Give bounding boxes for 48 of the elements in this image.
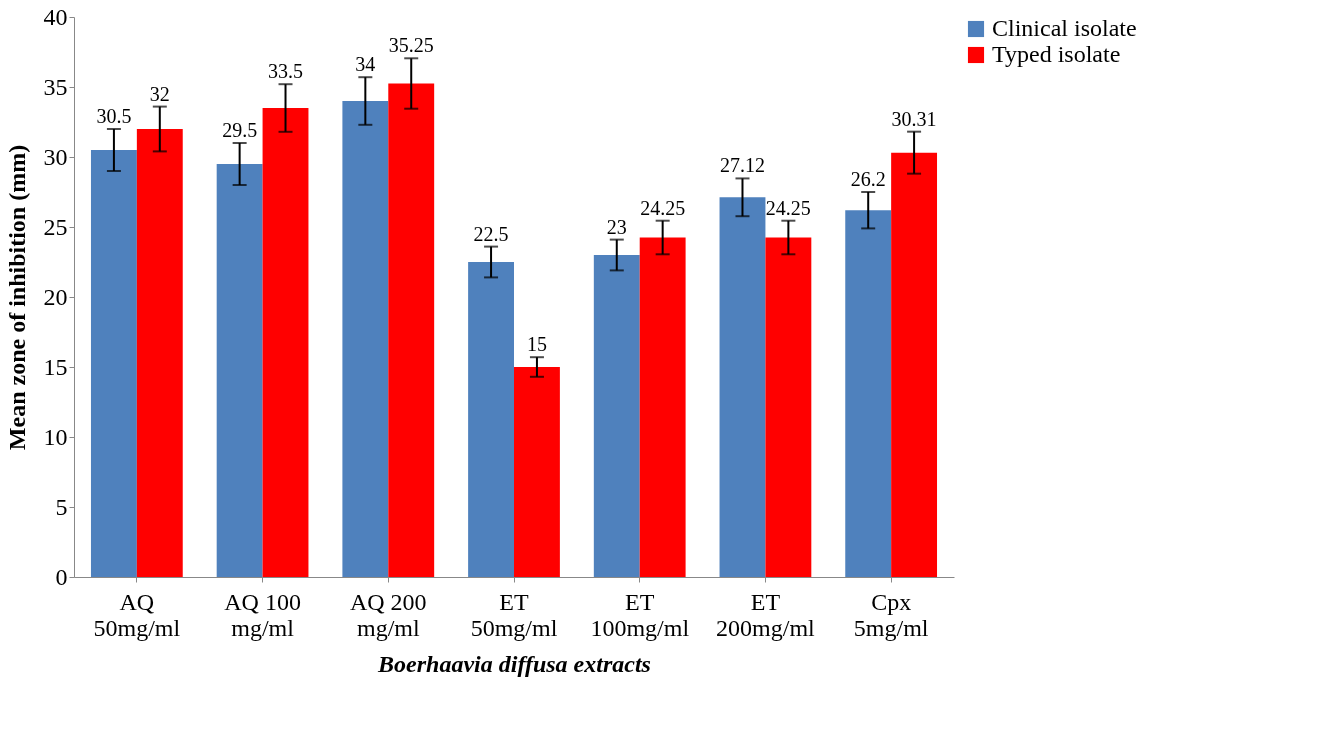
y-tick-label: 30: [43, 143, 68, 170]
data-label: 34: [355, 53, 376, 76]
data-label: 23: [606, 215, 627, 238]
data-label: 35.25: [388, 34, 434, 57]
bar: [388, 83, 435, 577]
x-tick-label: AQ 100 mg/ml: [224, 588, 301, 641]
x-tick-label: Cpx 5mg/ml: [853, 588, 929, 641]
x-tick-label: ET 200mg/ml: [716, 588, 816, 641]
bar: [136, 129, 183, 577]
bar: [216, 164, 263, 577]
data-label: 22.5: [473, 222, 509, 245]
legend-label: Clinical isolate: [992, 15, 1137, 41]
data-label: 24.25: [765, 196, 811, 219]
bar: [765, 237, 812, 577]
bar: [639, 237, 686, 577]
bar: [342, 101, 389, 577]
bar: [514, 367, 560, 577]
bar: [262, 108, 309, 577]
y-tick-label: 25: [43, 213, 68, 240]
x-axis-title: Boerhaavia diffusa extracts: [377, 650, 651, 677]
y-tick-label: 0: [55, 563, 68, 590]
data-label: 30.31: [891, 107, 937, 130]
y-tick-label: 20: [43, 283, 68, 310]
x-tick-label: AQ 200 mg/ml: [349, 588, 427, 641]
data-label: 15: [526, 333, 547, 356]
data-label: 24.25: [640, 196, 686, 219]
y-tick-label: 10: [43, 423, 68, 450]
data-label: 30.5: [96, 105, 132, 127]
bar: [891, 152, 938, 577]
y-tick-label: 35: [43, 73, 68, 100]
bar: [719, 197, 766, 577]
y-tick-label: 5: [55, 493, 68, 520]
y-tick-label: 15: [43, 353, 68, 380]
x-tick-label: ET 50mg/ml: [470, 588, 558, 641]
data-label: 26.2: [850, 168, 886, 190]
data-label: 32: [149, 82, 170, 105]
data-label: 27.12: [719, 154, 765, 177]
x-tick-label: AQ 50mg/ml: [93, 588, 181, 641]
bar: [593, 255, 640, 577]
bar: [468, 262, 514, 577]
legend-label: Typed isolate: [992, 41, 1121, 67]
data-label: 29.5: [222, 119, 258, 141]
y-tick-label: 40: [43, 3, 68, 30]
bar: [845, 210, 892, 577]
bar: [90, 150, 137, 577]
data-label: 33.5: [268, 60, 304, 83]
y-axis-title: Mean zone of inhibition (mm): [3, 144, 30, 451]
x-tick-label: ET 100mg/ml: [590, 588, 690, 641]
